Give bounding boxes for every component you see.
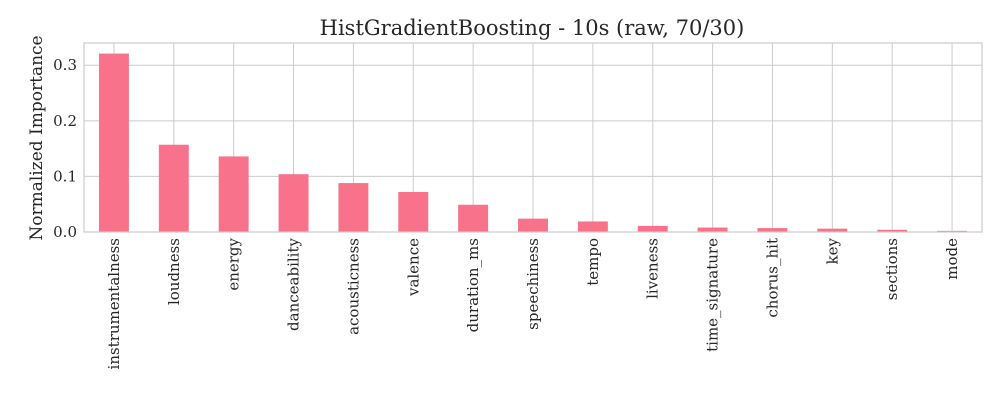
bar — [518, 218, 548, 232]
x-tick-label: key — [823, 237, 841, 264]
chart-title: HistGradientBoosting - 10s (raw, 70/30) — [320, 16, 745, 40]
x-tick-label: energy — [225, 237, 243, 290]
x-tick-label: valence — [404, 238, 422, 297]
bar — [398, 191, 429, 232]
bar — [697, 227, 728, 232]
bar — [218, 156, 249, 232]
y-axis-ticks: 0.0 0.1 0.2 0.3 — [53, 56, 77, 241]
bars — [98, 53, 968, 232]
y-tick-label: 0.2 — [53, 112, 77, 130]
x-tick-label: instrumentalness — [105, 238, 123, 369]
x-tick-label: time_signature — [704, 238, 722, 352]
bar — [158, 144, 189, 232]
bar — [877, 229, 908, 232]
bar — [98, 53, 129, 232]
bar — [817, 228, 848, 232]
x-tick-label: acousticness — [344, 238, 362, 335]
bar — [458, 204, 489, 232]
bar — [577, 221, 608, 232]
x-tick-label: danceability — [285, 237, 303, 330]
x-tick-label: tempo — [584, 238, 602, 286]
bar — [278, 174, 309, 232]
x-tick-label: chorus_hit — [763, 238, 781, 318]
x-tick-label: speechiness — [524, 238, 542, 330]
y-axis-label: Normalized Importance — [27, 35, 47, 240]
x-tick-label: mode — [943, 238, 961, 280]
y-tick-label: 0.3 — [53, 56, 77, 74]
plot-frame — [83, 42, 983, 233]
x-tick-label: sections — [883, 238, 901, 300]
bar — [338, 183, 369, 232]
y-tick-label: 0.0 — [53, 223, 77, 241]
y-tick-label: 0.1 — [53, 167, 77, 185]
x-tick-label: duration_ms — [464, 238, 482, 332]
bar — [757, 228, 788, 232]
x-tick-label: loudness — [165, 238, 183, 305]
bar — [637, 225, 668, 232]
x-tick-label: liveness — [644, 238, 662, 299]
x-axis-ticks: instrumentalness loudness energy danceabili… — [105, 237, 961, 369]
